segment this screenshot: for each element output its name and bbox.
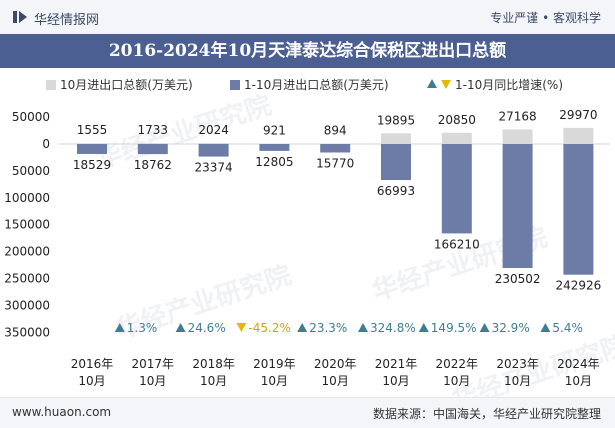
- growth-label: 149.5%: [431, 321, 477, 335]
- y-tick-label: 150000: [4, 218, 50, 232]
- x-tick-label: 2018年: [192, 357, 235, 371]
- x-tick-label: 10月: [504, 374, 531, 388]
- bar-month: [503, 129, 533, 144]
- data-label-cumulative: 23374: [195, 161, 233, 175]
- data-label-month: 1733: [138, 123, 169, 137]
- data-label-month: 1555: [77, 123, 108, 137]
- data-label-cumulative: 166210: [434, 237, 480, 251]
- growth-label: 324.8%: [370, 321, 416, 335]
- x-tick-label: 2023年: [496, 357, 539, 371]
- bar-month: [138, 143, 168, 144]
- x-tick-label: 10月: [382, 374, 409, 388]
- bar-month: [563, 128, 593, 144]
- growth-label: 23.3%: [309, 321, 347, 335]
- x-tick-label: 10月: [78, 374, 105, 388]
- triangle-up-icon: [176, 323, 186, 332]
- data-label-cumulative: 242926: [555, 279, 601, 293]
- growth-label: -45.2%: [248, 321, 290, 335]
- x-tick-label: 10月: [261, 374, 288, 388]
- data-label-month: 921: [263, 124, 286, 138]
- growth-label: 24.6%: [188, 321, 226, 335]
- growth-label: 1.3%: [127, 321, 158, 335]
- footer-bar: www.huaon.com 数据来源：中国海关，华经产业研究院整理: [0, 397, 615, 428]
- y-tick-label: 350000: [4, 325, 50, 339]
- data-label-cumulative: 66993: [377, 184, 415, 198]
- data-label-cumulative: 18529: [73, 158, 111, 172]
- triangle-up-icon: [297, 323, 307, 332]
- x-tick-label: 10月: [565, 374, 592, 388]
- y-tick-label: 50000: [12, 110, 50, 124]
- bar-cumulative: [503, 144, 533, 268]
- website-url: www.huaon.com: [12, 405, 111, 419]
- growth-label: 32.9%: [492, 321, 530, 335]
- data-label-cumulative: 230502: [495, 272, 541, 286]
- data-label-cumulative: 18762: [134, 158, 172, 172]
- x-tick-label: 2019年: [253, 357, 296, 371]
- bar-month: [381, 133, 411, 144]
- y-tick-label: 100000: [4, 191, 50, 205]
- y-tick-label: 0: [42, 137, 50, 151]
- bar-cumulative: [77, 144, 107, 154]
- growth-label: 5.4%: [552, 321, 583, 335]
- bar-cumulative: [199, 144, 229, 157]
- data-label-month: 20850: [438, 113, 476, 127]
- bar-month: [77, 143, 107, 144]
- triangle-up-icon: [480, 323, 490, 332]
- data-label-cumulative: 12805: [255, 155, 293, 169]
- y-tick-label: 50000: [12, 164, 50, 178]
- data-label-month: 2024: [198, 123, 229, 137]
- x-tick-label: 2022年: [436, 357, 479, 371]
- bar-cumulative: [320, 144, 350, 152]
- bar-cumulative: [259, 144, 289, 151]
- triangle-down-icon: [236, 323, 246, 332]
- triangle-up-icon: [540, 323, 550, 332]
- triangle-up-icon: [419, 323, 429, 332]
- x-tick-label: 2021年: [375, 357, 418, 371]
- data-label-month: 19895: [377, 113, 415, 127]
- bar-cumulative: [442, 144, 472, 233]
- bar-month: [199, 143, 229, 144]
- y-tick-label: 300000: [4, 298, 50, 312]
- bar-cumulative: [138, 144, 168, 154]
- x-tick-label: 10月: [322, 374, 349, 388]
- x-tick-label: 10月: [443, 374, 470, 388]
- x-tick-label: 2024年: [557, 357, 600, 371]
- triangle-up-icon: [358, 323, 368, 332]
- data-label-month: 29970: [559, 108, 597, 122]
- data-label-month: 894: [324, 124, 347, 138]
- bar-cumulative: [381, 144, 411, 180]
- triangle-up-icon: [115, 323, 125, 332]
- data-label-month: 27168: [499, 109, 537, 123]
- x-tick-label: 2020年: [314, 357, 357, 371]
- x-tick-label: 2016年: [71, 357, 114, 371]
- y-tick-label: 250000: [4, 272, 50, 286]
- data-source: 数据来源：中国海关，华经产业研究院整理: [373, 405, 601, 422]
- bar-cumulative: [563, 144, 593, 275]
- x-tick-label: 10月: [139, 374, 166, 388]
- x-tick-label: 10月: [200, 374, 227, 388]
- bar-month: [442, 133, 472, 144]
- data-label-cumulative: 15770: [316, 156, 354, 170]
- y-tick-label: 200000: [4, 245, 50, 259]
- x-tick-label: 2017年: [132, 357, 175, 371]
